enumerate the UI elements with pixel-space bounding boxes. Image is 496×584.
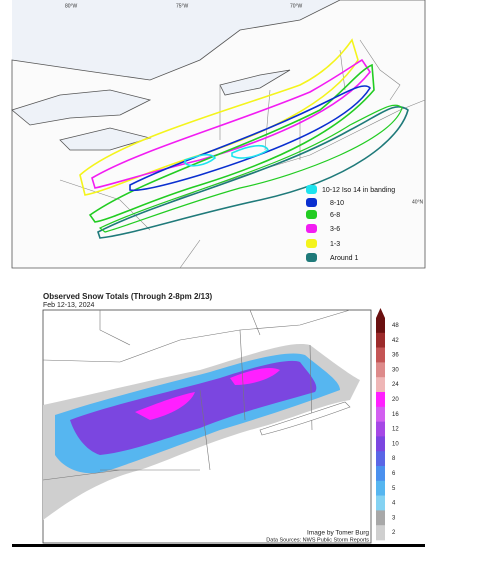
legend-swatch [306, 198, 317, 207]
contour-6-8 [98, 104, 403, 233]
legend-label: 1-3 [330, 241, 340, 248]
colorbar-band [376, 495, 385, 511]
colorbar-band [376, 392, 385, 408]
map-title: Observed Snow Totals (Through 2-8pm 2/13… [43, 292, 213, 301]
contour-8-10 [129, 85, 371, 192]
contour-10-12 [184, 144, 270, 167]
colorbar-band [376, 451, 385, 467]
colorbar-label: 42 [392, 338, 399, 344]
colorbar-band [376, 466, 385, 482]
map-subtitle: Feb 12-13, 2024 [43, 302, 94, 309]
legend-label: 6-8 [330, 212, 340, 219]
colorbar-label: 10 [392, 441, 399, 447]
source: Data Sources: NWS Public Storm Reports [266, 537, 369, 543]
colorbar-label: 8 [392, 456, 396, 462]
colorbar-label: 4 [392, 501, 396, 507]
colorbar-label: 24 [392, 382, 399, 388]
colorbar-label: 36 [392, 353, 399, 359]
snow-10 [70, 360, 317, 455]
lakes [11, 69, 291, 151]
colorbar-label: 30 [392, 367, 399, 373]
borders [339, 39, 401, 101]
legend-label: 3-6 [330, 226, 340, 233]
colorbar-label: 6 [392, 471, 396, 477]
axis-label: 80°W [65, 3, 78, 9]
legend-swatch [306, 210, 317, 219]
axis-label: 40°N [412, 199, 424, 205]
snow-20 [135, 367, 280, 420]
colorbar-label: 12 [392, 427, 399, 433]
colorbar-band [376, 480, 385, 496]
colorbar-band [376, 510, 385, 526]
axis-label: 70°W [290, 3, 303, 9]
bottom-map: Observed Snow Totals (Through 2-8pm 2/13… [12, 292, 425, 547]
legend-swatch [306, 239, 317, 248]
colorbar-band [376, 525, 385, 541]
contour-6-8 [88, 63, 375, 223]
legend-label: 8-10 [330, 200, 344, 207]
top-map: 80°W 75°W 70°W 40°N 10-12 Iso 14 in band… [11, 0, 426, 269]
axis-label: 75°W [176, 3, 189, 9]
legend-swatch [306, 253, 317, 262]
colorbar-band [376, 362, 385, 378]
colorbar-label: 5 [392, 486, 396, 492]
colorbar-label: 20 [392, 397, 399, 403]
legend: 10-12 Iso 14 in banding 8-10 6-8 3-6 1-3 Arou… [306, 185, 395, 262]
colorbar-label: 3 [392, 515, 396, 521]
legend-label: 10-12 Iso 14 in banding [322, 187, 395, 194]
colorbar: 48 42 36 30 24 20 16 12 10 8 6 5 4 3 2 [376, 308, 399, 541]
colorbar-band [376, 406, 385, 422]
colorbar-label: 16 [392, 412, 399, 418]
credit: Image by Tomer Burg [307, 530, 369, 537]
colorbar-band [376, 377, 385, 393]
legend-label: Around 1 [330, 255, 359, 262]
land [11, 0, 426, 269]
colorbar-band [376, 332, 385, 348]
legend-swatch [306, 185, 317, 194]
colorbar-band [376, 421, 385, 437]
colorbar-band [376, 436, 385, 452]
contour-3-6 [91, 58, 371, 189]
colorbar-label: 48 [392, 323, 399, 329]
borders [42, 309, 351, 481]
contour-around-1 [97, 105, 409, 239]
legend-swatch [306, 224, 317, 233]
colorbar-label: 2 [392, 530, 396, 536]
borders [99, 309, 261, 346]
colorbar-arrow [376, 308, 385, 318]
colorbar-band [376, 318, 385, 334]
divider [12, 544, 425, 547]
colorbar-band [376, 347, 385, 363]
contour-1-3 [79, 38, 359, 196]
long-island [259, 401, 351, 436]
